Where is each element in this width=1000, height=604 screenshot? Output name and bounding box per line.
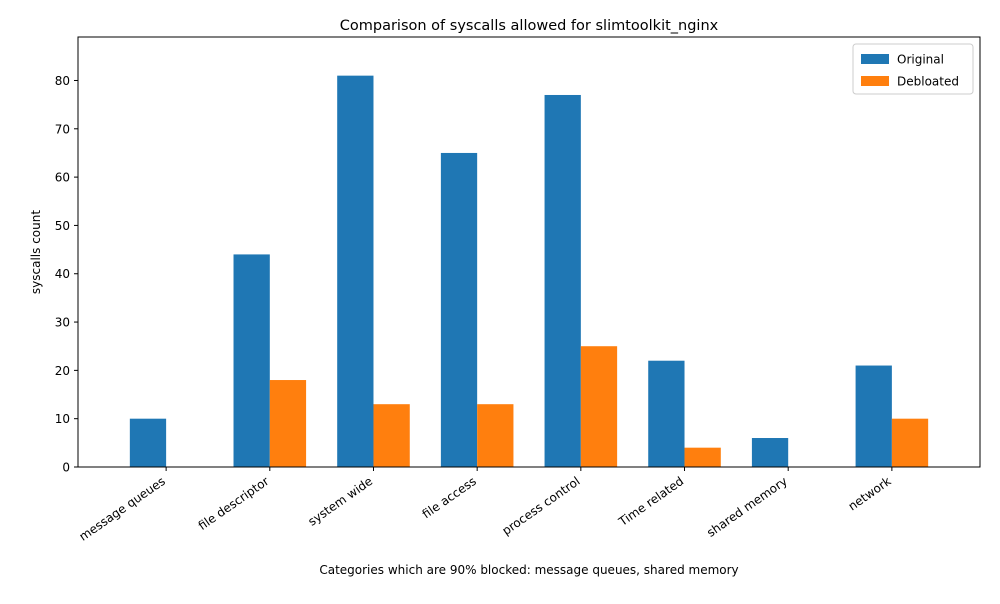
legend: Original Debloated [852, 43, 974, 95]
x-tick-label: Time related [615, 474, 686, 529]
y-tick-label: 50 [55, 219, 70, 233]
legend-label-original: Original [897, 53, 944, 67]
x-tick-label: network [846, 474, 894, 513]
bar-original-file-access [440, 152, 478, 467]
bar-original-time-related [648, 360, 685, 467]
y-axis-ticks: 0 10 20 30 40 50 60 70 80 [55, 74, 78, 475]
x-tick-label: message queues [77, 474, 168, 544]
y-axis-label: syscalls count [29, 210, 43, 294]
bar-original-process-control [544, 94, 581, 467]
x-tick-label: system wide [305, 474, 375, 529]
y-tick-label: 80 [55, 74, 70, 88]
x-tick-label: file descriptor [196, 474, 272, 533]
legend-swatch-original [861, 54, 889, 64]
y-tick-label: 30 [55, 316, 70, 330]
y-tick-label: 70 [55, 122, 70, 136]
bar-original-message-queues [129, 418, 167, 467]
bar-debloated-network [891, 418, 929, 467]
x-axis-ticks: message queues file descriptor system wide… [77, 467, 894, 544]
y-tick-label: 10 [55, 412, 70, 426]
bar-original-system-wide [337, 75, 374, 468]
chart-title: Comparison of syscalls allowed for slimt… [340, 18, 719, 34]
bar-debloated-file-descriptor [269, 380, 307, 467]
x-axis-label: Categories which are 90% blocked: messag… [319, 563, 738, 577]
x-tick-label: shared memory [704, 474, 790, 540]
bar-debloated-file-access [477, 404, 514, 467]
y-tick-label: 40 [55, 267, 70, 281]
bar-original-network [855, 365, 892, 467]
bar-original-file-descriptor [233, 254, 270, 467]
y-tick-label: 0 [62, 461, 70, 475]
bars-layer [129, 75, 929, 468]
legend-swatch-debloated [861, 76, 889, 86]
bar-original-shared-memory [751, 438, 789, 467]
plot-frame [77, 36, 981, 468]
bar-debloated-process-control [580, 346, 618, 467]
bar-debloated-time-related [684, 447, 721, 467]
y-tick-label: 60 [55, 171, 70, 185]
x-tick-label: file access [420, 474, 479, 521]
bar-debloated-system-wide [373, 404, 410, 467]
y-tick-label: 20 [55, 364, 70, 378]
legend-label-debloated: Debloated [897, 75, 959, 89]
x-tick-label: process control [500, 474, 583, 538]
